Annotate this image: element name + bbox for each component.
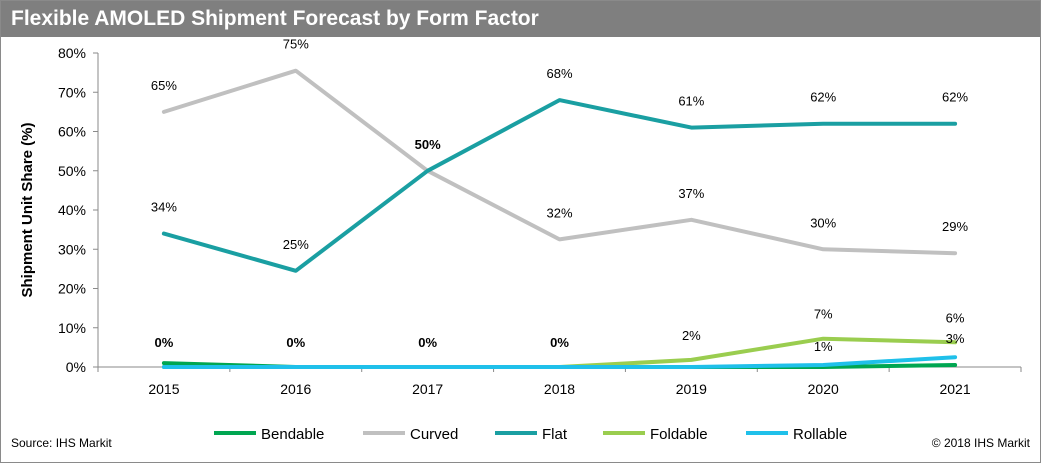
chart-title: Flexible AMOLED Shipment Forecast by For… xyxy=(11,7,539,30)
x-tick-label: 2020 xyxy=(808,381,839,397)
series-line-rollable xyxy=(161,355,958,369)
data-label-rollable: 3% xyxy=(946,331,965,346)
data-label-flat: 62% xyxy=(810,90,836,105)
y-tick-label: 0% xyxy=(66,359,86,375)
legend-label-flat: Flat xyxy=(542,426,568,443)
y-tick-label: 20% xyxy=(58,281,86,297)
x-tick-label: 2016 xyxy=(280,381,311,397)
data-label-curved: 65% xyxy=(151,78,177,93)
legend-label-rollable: Rollable xyxy=(793,426,847,443)
series-line-curved xyxy=(161,68,958,256)
data-label-foldable: 7% xyxy=(814,307,833,322)
data-label-flat: 68% xyxy=(546,66,572,81)
y-tick-label: 80% xyxy=(58,45,86,61)
data-label-flat: 61% xyxy=(678,94,704,109)
legend-label-curved: Curved xyxy=(410,426,458,443)
data-label-curved: 29% xyxy=(942,219,968,234)
data-label-curved: 37% xyxy=(678,186,704,201)
data-label-curved: 32% xyxy=(546,205,572,220)
y-axis-title: Shipment Unit Share (%) xyxy=(19,122,36,297)
x-tick-label: 2017 xyxy=(412,381,443,397)
y-tick-label: 70% xyxy=(58,84,86,100)
y-tick-label: 30% xyxy=(58,241,86,257)
data-label-rollable: 1% xyxy=(814,339,833,354)
legend-label-foldable: Foldable xyxy=(650,426,708,443)
x-tick-label: 2021 xyxy=(939,381,970,397)
x-tick-label: 2018 xyxy=(544,381,575,397)
data-label-curved: 75% xyxy=(283,37,309,52)
data-label-foldable: 6% xyxy=(946,310,965,325)
y-tick-label: 40% xyxy=(58,202,86,218)
title-bar: Flexible AMOLED Shipment Forecast by For… xyxy=(1,1,1040,37)
data-label-flat: 50% xyxy=(415,137,441,152)
y-tick-label: 60% xyxy=(58,124,86,140)
data-label-flat: 62% xyxy=(942,90,968,105)
data-label-bendable: 0% xyxy=(286,335,305,350)
y-tick-label: 10% xyxy=(58,320,86,336)
source-note: Source: IHS Markit xyxy=(11,436,112,450)
data-label-bendable: 0% xyxy=(418,335,437,350)
data-label-flat: 25% xyxy=(283,237,309,252)
copyright-note: © 2018 IHS Markit xyxy=(931,436,1030,450)
data-label-bendable: 0% xyxy=(550,335,569,350)
data-label-flat: 34% xyxy=(151,200,177,215)
data-label-bendable: 0% xyxy=(155,335,174,350)
legend-label-bendable: Bendable xyxy=(261,426,324,443)
data-label-curved: 30% xyxy=(810,215,836,230)
x-tick-label: 2015 xyxy=(148,381,179,397)
data-label-foldable: 2% xyxy=(682,328,701,343)
y-tick-label: 50% xyxy=(58,163,86,179)
x-tick-label: 2019 xyxy=(676,381,707,397)
